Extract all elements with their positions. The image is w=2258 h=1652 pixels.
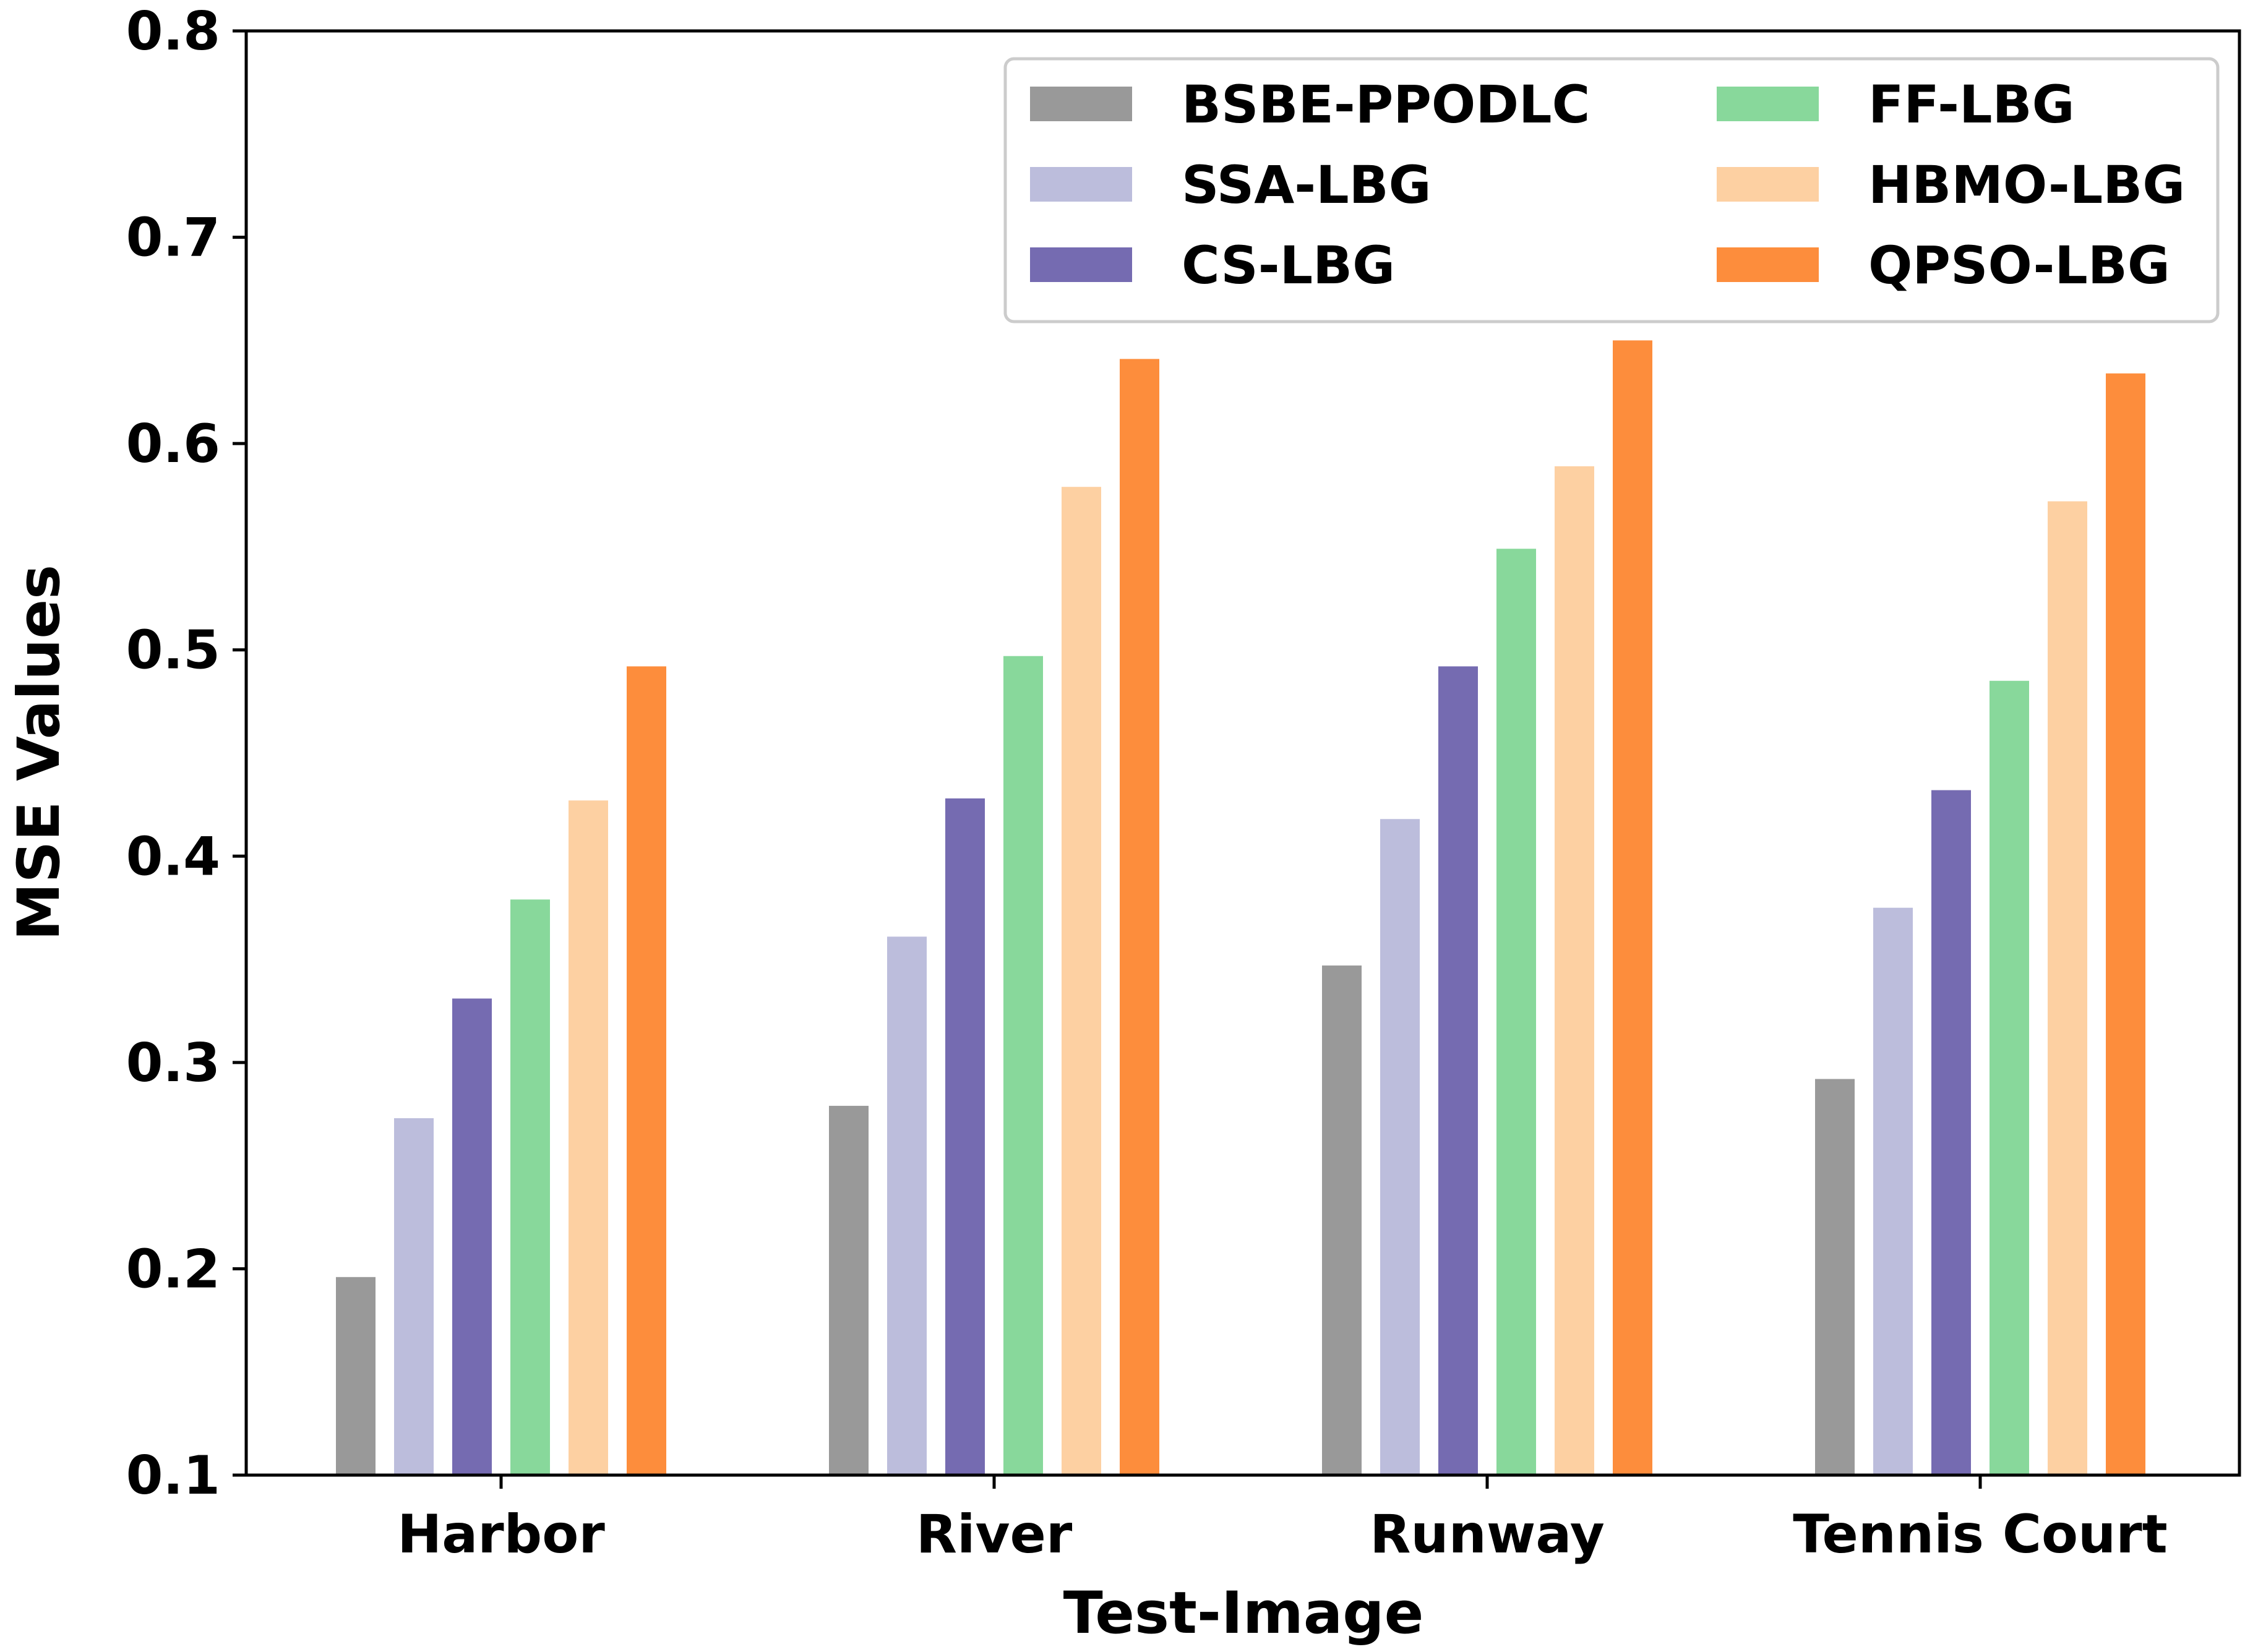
- bar-qpso-lbg-harbor: [627, 666, 666, 1475]
- bar-ff-lbg-harbor: [510, 899, 550, 1475]
- y-tick-label: 0.6: [126, 413, 220, 475]
- legend-swatch-ssa-lbg: [1030, 167, 1132, 202]
- legend-swatch-cs-lbg: [1030, 247, 1132, 282]
- y-tick-label: 0.5: [126, 620, 220, 682]
- bar-hbmo-lbg-tennis-court: [2048, 501, 2087, 1475]
- bar-hbmo-lbg-river: [1062, 487, 1101, 1475]
- y-tick-label: 0.1: [126, 1445, 220, 1507]
- legend-label-hbmo-lbg: HBMO-LBG: [1868, 155, 2185, 215]
- bar-ff-lbg-runway: [1496, 549, 1536, 1475]
- bar-bsbe-ppodlc-runway: [1322, 965, 1362, 1475]
- legend-swatch-qpso-lbg: [1717, 247, 1819, 282]
- legend-box: [1003, 57, 2220, 323]
- y-axis-title: MSE Values: [6, 565, 73, 941]
- bar-ssa-lbg-harbor: [394, 1118, 434, 1475]
- bar-ff-lbg-tennis-court: [1990, 680, 2029, 1475]
- legend: BSBE-PPODLC SSA-LBG CS-LBG FF-LBG HBMO-LBG QP…: [1003, 57, 2220, 323]
- bar-bsbe-ppodlc-tennis-court: [1815, 1079, 1855, 1475]
- bar-ssa-lbg-runway: [1380, 819, 1420, 1475]
- bar-qpso-lbg-river: [1120, 359, 1159, 1475]
- legend-swatch-bsbe-ppodlc: [1030, 87, 1132, 121]
- bar-hbmo-lbg-runway: [1555, 466, 1594, 1475]
- bar-bsbe-ppodlc-river: [829, 1105, 869, 1475]
- legend-label-bsbe-ppodlc: BSBE-PPODLC: [1182, 74, 1590, 135]
- legend-label-qpso-lbg: QPSO-LBG: [1868, 235, 2170, 296]
- bar-cs-lbg-runway: [1438, 666, 1478, 1475]
- bar-qpso-lbg-tennis-court: [2106, 373, 2145, 1476]
- y-tick-label: 0.3: [126, 1032, 220, 1094]
- x-tick-label: Runway: [1370, 1504, 1605, 1565]
- plot-frame: [244, 29, 2241, 1477]
- bar-ssa-lbg-tennis-court: [1873, 907, 1913, 1475]
- legend-label-ssa-lbg: SSA-LBG: [1182, 155, 1432, 215]
- y-tick-label: 0.2: [126, 1238, 220, 1300]
- bar-ff-lbg-river: [1003, 656, 1043, 1475]
- x-axis-title: Test-Image: [1063, 1580, 1424, 1647]
- legend-label-cs-lbg: CS-LBG: [1182, 235, 1395, 296]
- bar-ssa-lbg-river: [887, 936, 927, 1475]
- bar-hbmo-lbg-harbor: [569, 800, 608, 1475]
- bar-cs-lbg-river: [945, 798, 985, 1475]
- legend-swatch-ff-lbg: [1717, 87, 1819, 121]
- bar-cs-lbg-tennis-court: [1931, 790, 1971, 1475]
- x-tick-label: Harbor: [397, 1504, 605, 1565]
- bar-qpso-lbg-runway: [1613, 340, 1652, 1475]
- bar-bsbe-ppodlc-harbor: [336, 1277, 376, 1475]
- y-tick-label: 0.4: [126, 826, 220, 888]
- y-tick-label: 0.7: [126, 207, 220, 269]
- bar-cs-lbg-harbor: [452, 998, 492, 1475]
- y-tick-label: 0.8: [126, 1, 220, 62]
- x-tick-label: River: [916, 1504, 1073, 1565]
- x-tick-label: Tennis Court: [1793, 1504, 2168, 1565]
- legend-label-ff-lbg: FF-LBG: [1868, 74, 2075, 135]
- bars-layer: [336, 340, 2145, 1476]
- axes-layer: 0.1 0.2 0.3 0.4 0.5 0.6 0.7 0.8 Harbor River Runwa…: [126, 1, 2241, 1565]
- legend-swatch-hbmo-lbg: [1717, 167, 1819, 202]
